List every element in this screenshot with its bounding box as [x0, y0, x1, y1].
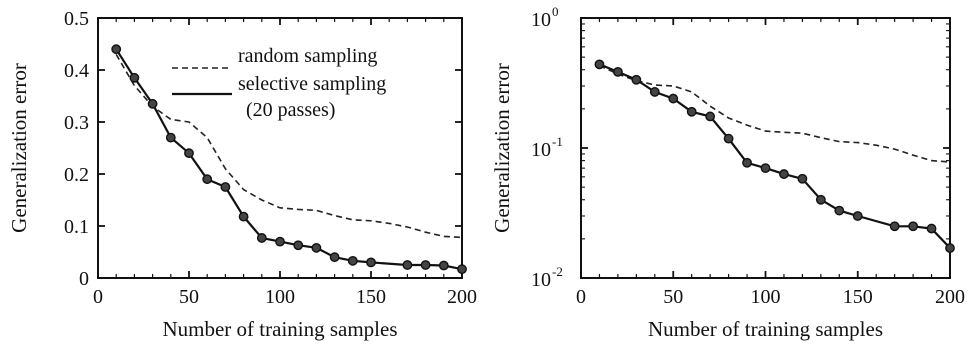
data-point-selective-sampling [613, 66, 623, 77]
y-tick-exponent: -2 [552, 264, 563, 279]
data-point-selective-sampling [945, 243, 955, 253]
x-tick-label: 200 [935, 286, 965, 308]
y-axis-title: Generalization error [7, 63, 31, 233]
y-axis-title: Generalization error [490, 63, 514, 233]
series-line-random-sampling [115, 53, 463, 239]
x-tick-label: 200 [447, 286, 477, 308]
x-axis-title: Number of training samples [648, 317, 883, 341]
data-point-selective-sampling [457, 264, 467, 275]
y-tick-label: 0.2 [64, 164, 89, 186]
data-point-selective-sampling [723, 133, 734, 144]
data-point-selective-sampling [202, 174, 213, 185]
y-tick-label: 0.3 [64, 112, 89, 134]
y-tick-label: 10 [531, 269, 551, 291]
data-point-selective-sampling [420, 260, 431, 270]
data-point-selective-sampling [779, 169, 789, 179]
x-tick-label: 100 [265, 286, 295, 308]
data-point-selective-sampling [347, 255, 358, 266]
x-tick-label: 0 [576, 286, 586, 308]
data-point-selective-sampling [760, 163, 771, 174]
data-point-selective-sampling [293, 240, 304, 251]
y-tick-label: 0 [79, 268, 89, 290]
data-point-selective-sampling [631, 74, 642, 85]
data-point-selective-sampling [129, 72, 140, 83]
y-tick-label: 0.4 [64, 60, 89, 82]
data-point-selective-sampling [402, 260, 413, 270]
data-point-selective-sampling [797, 173, 808, 184]
data-point-selective-sampling [147, 98, 158, 109]
data-point-selective-sampling [705, 111, 716, 122]
legend-label-passes: (20 passes) [246, 99, 335, 121]
data-point-selective-sampling [238, 211, 249, 222]
x-tick-label: 150 [356, 286, 386, 308]
x-tick-label: 50 [179, 286, 199, 308]
x-tick-label: 0 [93, 286, 103, 308]
data-point-selective-sampling [889, 221, 900, 232]
x-tick-label: 100 [751, 286, 781, 308]
y-tick-label: 0.5 [64, 8, 89, 30]
legend-label-selective-sampling: selective sampling [238, 73, 386, 95]
data-point-selective-sampling [668, 93, 679, 104]
data-point-selective-sampling [686, 106, 697, 117]
data-point-selective-sampling [275, 236, 285, 247]
data-point-selective-sampling [742, 157, 752, 168]
y-tick-exponent: 0 [552, 4, 559, 19]
data-point-selective-sampling [311, 242, 322, 253]
data-point-selective-sampling [184, 148, 194, 159]
y-tick-exponent: -1 [552, 134, 563, 149]
data-point-selective-sampling [908, 221, 918, 232]
data-point-selective-sampling [815, 194, 826, 205]
legend-label-random-sampling: random sampling [238, 45, 377, 67]
x-tick-label: 150 [843, 286, 873, 308]
data-point-selective-sampling [438, 260, 449, 271]
plot-frame [580, 17, 951, 279]
y-tick-label: 10 [531, 9, 551, 31]
x-tick-label: 50 [663, 286, 683, 308]
data-point-selective-sampling [594, 59, 605, 70]
y-tick-label: 0.1 [64, 216, 89, 238]
data-point-selective-sampling [165, 132, 176, 143]
left-chart: 0 50 100 150 200 0 0.1 0.2 0.3 0.4 0.5 Number of tr… [7, 8, 477, 341]
series-line-random-sampling [599, 64, 951, 163]
data-point-selective-sampling [366, 257, 376, 268]
data-point-selective-sampling [329, 252, 340, 263]
data-point-selective-sampling [834, 205, 845, 216]
data-point-selective-sampling [256, 233, 267, 243]
y-tick-label: 10 [531, 139, 551, 161]
legend: random sampling selective sampling (20 pas… [172, 45, 386, 121]
data-point-selective-sampling [220, 182, 231, 192]
x-axis-title: Number of training samples [162, 317, 397, 341]
data-point-selective-sampling [926, 223, 937, 234]
data-point-selective-sampling [111, 44, 122, 55]
data-point-selective-sampling [852, 211, 863, 221]
data-point-selective-sampling [649, 87, 660, 97]
